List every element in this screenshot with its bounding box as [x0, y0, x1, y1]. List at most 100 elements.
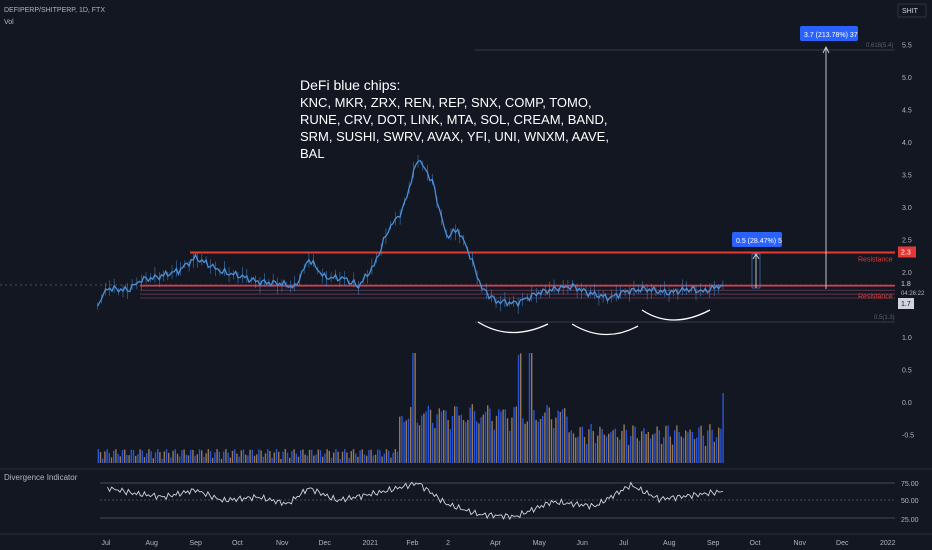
volume-bar [660, 443, 663, 463]
volume-bar [135, 455, 137, 463]
measure-label-large: 3.7 (213.78%) 37 [804, 32, 858, 39]
volume-bar [390, 457, 392, 463]
volume-bar [322, 456, 324, 463]
pattern-arc-left[interactable] [477, 321, 549, 334]
pattern-arc-right[interactable] [641, 309, 711, 321]
volume-bar [218, 451, 221, 463]
volume-bar [212, 458, 214, 463]
time-tick-label: Dec [836, 540, 849, 547]
volume-bar [113, 450, 115, 463]
volume-bar [150, 451, 152, 463]
time-tick-label: Aug [145, 540, 158, 547]
volume-bar [638, 440, 641, 463]
volume-bar [346, 452, 348, 463]
price-tick-label: 5.5 [902, 43, 912, 50]
volume-bar [185, 454, 188, 463]
measure-label-small-box [732, 232, 782, 247]
measure-tool-small[interactable]: 0.5 (28.47%) 5 [732, 232, 782, 289]
volume-bar [440, 411, 443, 463]
annotation-line-1: KNC, MKR, ZRX, REN, REP, SNX, COMP, TOMO… [300, 95, 592, 110]
volume-bar [590, 424, 592, 463]
volume-bar [447, 420, 449, 463]
volume-bar [106, 449, 108, 463]
volume-bar [97, 449, 100, 463]
volume-bar [599, 426, 601, 463]
volume-bar [586, 444, 588, 463]
volume-bar [504, 409, 507, 463]
volume-bar [610, 432, 612, 463]
time-tick-label: 2 [446, 540, 450, 547]
volume-bar [240, 450, 243, 463]
volume-bar [374, 454, 377, 463]
volume-bar [491, 421, 493, 463]
volume-bar [682, 437, 685, 463]
price-candles [97, 154, 724, 314]
volume-bar [203, 456, 205, 463]
volume-bar [649, 438, 652, 463]
svg-text:04:26:22: 04:26:22 [901, 291, 925, 297]
volume-bar [550, 419, 553, 463]
volume-bar [355, 453, 357, 463]
volume-bar [667, 425, 669, 463]
volume-bar [304, 454, 306, 463]
price-tick-label: -0.5 [902, 433, 914, 440]
volume-bar [528, 353, 531, 463]
volume-bar [476, 421, 478, 463]
volume-bar [262, 456, 265, 463]
volume-bar [671, 444, 674, 463]
volume-bar [284, 449, 287, 463]
volume-bar [627, 444, 630, 463]
volume-bar [110, 457, 113, 463]
volume-bar [410, 406, 412, 463]
volume-bar [359, 450, 361, 463]
volume-bar [546, 405, 548, 463]
volume-bar [511, 417, 513, 463]
volume-bar [225, 449, 227, 463]
volume-bar [715, 437, 718, 463]
volume-bar [220, 458, 223, 463]
resistance-label-lower: Resistance [858, 294, 893, 301]
indicator-series-line [107, 481, 723, 521]
current-price-tag: 1.8 04:26:22 [898, 277, 932, 297]
volume-bar [172, 450, 174, 463]
volume-bar [271, 457, 273, 463]
volume-bar [544, 412, 546, 463]
volume-bars [97, 353, 724, 463]
volume-bar [399, 416, 401, 463]
annotation-text-block[interactable]: DeFi blue chips: KNC, MKR, ZRX, REN, REP… [300, 77, 609, 161]
volume-bar [641, 431, 643, 463]
volume-bar [319, 450, 322, 463]
volume-bar [654, 433, 656, 463]
volume-bar [469, 407, 471, 463]
time-tick-label: Nov [276, 540, 289, 547]
volume-bar [526, 421, 529, 463]
volume-bar [236, 453, 238, 463]
indicator-pane[interactable]: Divergence Indicator 75.00 50.00 25.00 [0, 470, 919, 532]
volume-bar [249, 449, 251, 463]
volume-bar [124, 449, 126, 463]
measure-tool-large[interactable]: 3.7 (213.78%) 37 [800, 26, 858, 289]
volume-bar [462, 420, 465, 463]
volume-bar [207, 449, 210, 463]
volume-bar [273, 452, 276, 463]
symbol-title[interactable]: DEFIPERP/SHITPERP, 1D, FTX [4, 7, 105, 14]
pattern-arc-middle[interactable] [571, 323, 639, 336]
volume-bar [718, 427, 720, 463]
volume-bar [566, 416, 568, 463]
volume-bar [361, 449, 364, 463]
volume-label: Vol [4, 19, 14, 26]
volume-bar [229, 457, 232, 463]
volume-bar [418, 425, 421, 463]
volume-bar [630, 436, 632, 463]
volume-bar [227, 452, 229, 463]
volume-bar [143, 457, 146, 463]
time-axis[interactable]: Jul Aug Sep Oct Nov Dec 2021 Feb 2 Apr May Jun Jul Au… [102, 540, 896, 547]
volume-bar [674, 430, 676, 463]
volume-bar [126, 454, 128, 463]
volume-bar [350, 451, 353, 463]
volume-bar [139, 449, 141, 463]
volume-bar [425, 411, 427, 463]
volume-bar [704, 445, 707, 463]
